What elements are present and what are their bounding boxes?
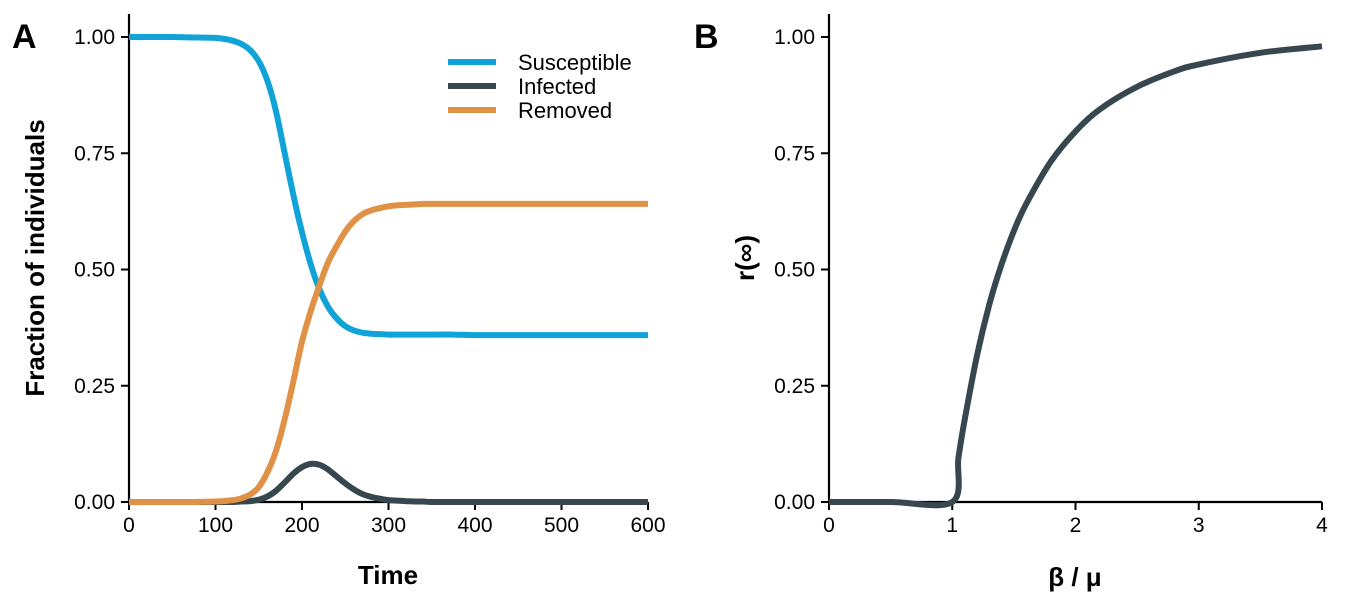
panel-a-series-susceptible xyxy=(129,33,649,339)
panel-b-series xyxy=(829,43,1323,509)
panel-a-x-tick-label: 200 xyxy=(284,514,319,537)
panel-a-y-axis-title: Fraction of individuals xyxy=(20,119,50,396)
panel-a-x-tick-label: 300 xyxy=(371,514,406,537)
panel-a-x-tick-label: 0 xyxy=(123,514,135,537)
panel-b-y-tick-label: 0.00 xyxy=(774,491,815,514)
panel-a-label: A xyxy=(12,18,37,56)
panel-b-x-tick-label: 1 xyxy=(946,514,958,537)
panel-b-y-tick-label: 0.75 xyxy=(774,142,815,165)
panel-a-x-tick-label: 100 xyxy=(198,514,233,537)
panel-a-series xyxy=(129,33,649,506)
legend-label-susceptible: Susceptible xyxy=(518,50,632,75)
panel-b-label: B xyxy=(694,18,719,56)
panel-b-y-axis-title: r(∞) xyxy=(730,235,760,281)
panel-b-x-tick-label: 2 xyxy=(1070,514,1082,537)
panel-a-x-tick-label: 600 xyxy=(630,514,665,537)
panel-b-y-tick-label: 0.50 xyxy=(774,259,815,282)
legend-label-removed: Removed xyxy=(518,98,612,123)
panel-b-x-tick-label: 4 xyxy=(1316,514,1328,537)
panel-b-x-tick-label: 0 xyxy=(823,514,835,537)
panel-a-y-tick-label: 0.25 xyxy=(74,375,115,398)
legend-label-infected: Infected xyxy=(518,74,596,99)
panel-a-series-infected xyxy=(129,460,648,506)
panel-a-y-tick-label: 0.75 xyxy=(74,142,115,165)
panel-a-y-tick-label: 0.50 xyxy=(74,259,115,282)
panel-b: B 0.00 0.25 0.50 0.75 1.00 0 1 2 3 4 β / μ r(∞) xyxy=(694,14,1328,592)
panel-b-y-ticks: 0.00 0.25 0.50 0.75 1.00 xyxy=(774,26,829,514)
panel-a-x-ticks: 0 100 200 300 400 500 600 xyxy=(123,502,666,537)
panel-a: A 0.00 0.25 0.50 0.75 1.00 0 100 200 300 400 500 6… xyxy=(12,14,666,590)
panel-b-x-axis-title: β / μ xyxy=(1048,562,1101,592)
panel-b-y-tick-label: 0.25 xyxy=(774,375,815,398)
panel-b-x-ticks: 0 1 2 3 4 xyxy=(823,502,1328,537)
panel-a-y-ticks: 0.00 0.25 0.50 0.75 1.00 xyxy=(74,26,129,514)
panel-b-series-curve xyxy=(829,43,1323,509)
panel-a-x-tick-label: 500 xyxy=(544,514,579,537)
panel-a-x-tick-label: 400 xyxy=(457,514,492,537)
panel-a-y-tick-label: 1.00 xyxy=(74,26,115,49)
panel-a-series-removed xyxy=(129,200,648,506)
panel-a-y-tick-label: 0.00 xyxy=(74,491,115,514)
panel-b-x-tick-label: 3 xyxy=(1193,514,1205,537)
panel-a-x-axis-title: Time xyxy=(358,560,418,590)
panel-b-y-tick-label: 1.00 xyxy=(774,26,815,49)
